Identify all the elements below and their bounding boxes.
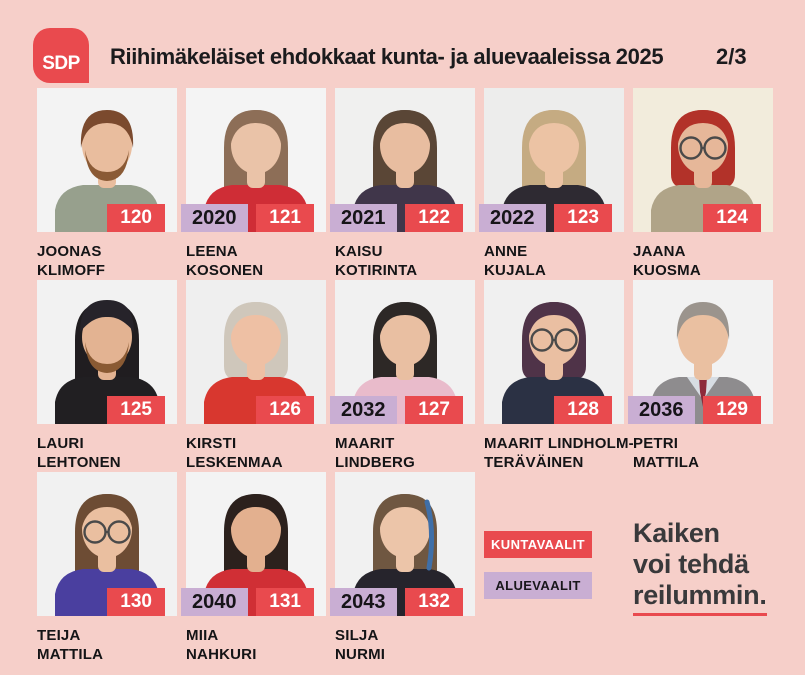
kuntavaalit-number-badge: 123 [554, 204, 612, 232]
candidate-card: 125 LAURI LEHTONEN [37, 280, 177, 472]
slogan-line-1: Kaiken [633, 518, 720, 548]
aluevaalit-number-badge: 2020 [181, 204, 248, 232]
candidate-last-name: TERÄVÄINEN [484, 454, 584, 472]
candidate-card: 2040 131 MIIA NAHKURI [181, 472, 326, 664]
candidate-first-name: SILJA [335, 627, 379, 644]
candidate-name: SILJA NURMI [335, 626, 475, 664]
candidate-card: 2022 123 ANNE KUJALA [479, 88, 624, 280]
candidate-last-name: KOTIRINTA [335, 262, 418, 280]
candidate-name: ANNE KUJALA [484, 242, 624, 280]
candidate-first-name: PETRI [633, 435, 679, 452]
legend-kuntavaalit-badge: KUNTAVAALIT [484, 531, 592, 558]
aluevaalit-number-badge: 2021 [330, 204, 397, 232]
kuntavaalit-number-badge: 124 [703, 204, 761, 232]
kuntavaalit-number-badge: 128 [554, 396, 612, 424]
candidate-card: 2032 127 MAARIT LINDBERG [330, 280, 475, 472]
page-indicator: 2/3 [716, 44, 747, 69]
candidate-last-name: MATTILA [37, 646, 104, 664]
candidate-card: 128 MAARIT LINDHOLM- TERÄVÄINEN [484, 280, 634, 472]
candidate-photo [633, 280, 773, 424]
candidate-last-name: NURMI [335, 646, 386, 664]
candidate-first-name: MAARIT [335, 435, 395, 452]
kuntavaalit-number-badge: 120 [107, 204, 165, 232]
candidate-name: JOONAS KLIMOFF [37, 242, 177, 280]
aluevaalit-number-badge: 2040 [181, 588, 248, 616]
candidate-name: KIRSTI LESKENMAA [186, 434, 326, 472]
candidate-name: LEENA KOSONEN [186, 242, 326, 280]
kuntavaalit-number-badge: 122 [405, 204, 463, 232]
slogan-line-2: voi tehdä [633, 549, 749, 580]
aluevaalit-number-badge: 2043 [330, 588, 397, 616]
candidate-card: 2020 121 LEENA KOSONEN [181, 88, 326, 280]
candidate-name: MAARIT LINDBERG [335, 434, 475, 472]
kuntavaalit-number-badge: 131 [256, 588, 314, 616]
candidate-name: KAISU KOTIRINTA [335, 242, 475, 280]
sdp-logo-text: SDP [42, 53, 80, 74]
candidate-first-name: MAARIT LINDHOLM- [484, 435, 634, 452]
candidate-first-name: KIRSTI [186, 435, 237, 452]
candidate-first-name: KAISU [335, 243, 383, 260]
kuntavaalit-number-badge: 130 [107, 588, 165, 616]
candidate-first-name: JOONAS [37, 243, 102, 260]
candidate-card: 130 TEIJA MATTILA [37, 472, 177, 664]
aluevaalit-number-badge: 2036 [628, 396, 695, 424]
candidate-last-name: LESKENMAA [186, 454, 283, 472]
kuntavaalit-number-badge: 125 [107, 396, 165, 424]
aluevaalit-number-badge: 2022 [479, 204, 546, 232]
candidate-photo [37, 472, 177, 616]
candidate-first-name: LEENA [186, 243, 238, 260]
candidate-card: 124 JAANA KUOSMA [633, 88, 773, 280]
candidate-card: 2036 129 PETRI MATTILA [628, 280, 773, 472]
candidate-last-name: NAHKURI [186, 646, 257, 664]
candidate-last-name: LINDBERG [335, 454, 415, 472]
poster-title: Riihimäkeläiset ehdokkaat kunta- ja alue… [110, 44, 664, 69]
candidate-name: LAURI LEHTONEN [37, 434, 177, 472]
candidate-photo [37, 88, 177, 232]
candidate-card: 120 JOONAS KLIMOFF [37, 88, 177, 280]
candidate-card: 2021 122 KAISU KOTIRINTA [330, 88, 475, 280]
candidate-last-name: LEHTONEN [37, 454, 121, 472]
candidate-last-name: KUJALA [484, 262, 547, 280]
legend: KUNTAVAALIT ALUEVAALIT [484, 472, 624, 664]
candidate-last-name: KLIMOFF [37, 262, 106, 280]
slogan-line-3: reilummin. [633, 580, 767, 617]
candidate-name: MIIA NAHKURI [186, 626, 326, 664]
candidate-last-name: KUOSMA [633, 262, 701, 280]
sdp-logo: SDP [33, 28, 89, 83]
kuntavaalit-number-badge: 129 [703, 396, 761, 424]
candidate-first-name: TEIJA [37, 627, 81, 644]
candidate-name: PETRI MATTILA [633, 434, 773, 472]
kuntavaalit-number-badge: 127 [405, 396, 463, 424]
legend-aluevaalit-badge: ALUEVAALIT [484, 572, 592, 599]
candidate-card: 126 KIRSTI LESKENMAA [186, 280, 326, 472]
candidate-first-name: MIIA [186, 627, 219, 644]
kuntavaalit-number-badge: 132 [405, 588, 463, 616]
slogan: Kaiken voi tehdä reilummin. [633, 472, 773, 664]
kuntavaalit-number-badge: 121 [256, 204, 314, 232]
kuntavaalit-number-badge: 126 [256, 396, 314, 424]
candidate-grid: 120 JOONAS KLIMOFF 2020 121 LEENA KOSONE… [37, 88, 773, 664]
candidate-last-name: KOSONEN [186, 262, 264, 280]
candidate-first-name: JAANA [633, 243, 686, 260]
aluevaalit-number-badge: 2032 [330, 396, 397, 424]
candidate-last-name: MATTILA [633, 454, 700, 472]
candidate-first-name: ANNE [484, 243, 528, 260]
candidate-name: JAANA KUOSMA [633, 242, 773, 280]
candidate-first-name: LAURI [37, 435, 84, 452]
candidate-name: TEIJA MATTILA [37, 626, 177, 664]
candidate-card: 2043 132 SILJA NURMI [330, 472, 475, 664]
candidate-name: MAARIT LINDHOLM- TERÄVÄINEN [484, 434, 634, 472]
